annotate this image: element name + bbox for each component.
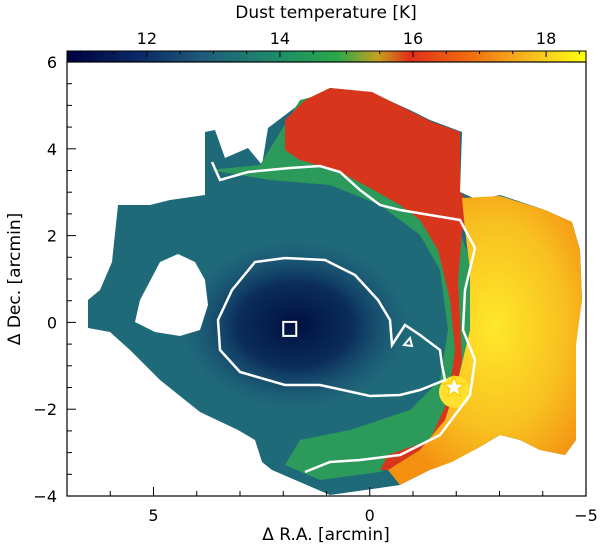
x-tick-label: −5 [574, 506, 598, 525]
contour-outer [210, 161, 477, 474]
y-tick-label: −4 [33, 487, 57, 506]
square-marker [282, 320, 298, 337]
y-tick-label: 2 [47, 227, 57, 246]
colorbar-tick-label: 18 [536, 29, 556, 48]
heatmap-warm-region [388, 196, 582, 485]
y-tick-labels: 6 4 2 0 −2 −4 [33, 53, 57, 506]
y-tick-label: 6 [47, 53, 57, 72]
y-tick-label: 4 [47, 140, 57, 159]
x-tick-labels: 5 0 −5 [148, 506, 597, 525]
markers [282, 320, 467, 399]
heatmap-red-region [285, 88, 470, 470]
star-marker [441, 374, 467, 399]
colorbar-bar [66, 50, 587, 63]
x-tick-label: 5 [148, 506, 158, 525]
colorbar-tick-label: 14 [270, 29, 290, 48]
y-tick-label: −2 [33, 400, 57, 419]
colorbar-ticks [79, 51, 580, 57]
x-tick-label: 0 [365, 506, 375, 525]
heatmap-hole [135, 254, 208, 336]
y-tick-label: 0 [47, 313, 57, 332]
colorbar: Dust temperature [K] 12 14 16 18 [66, 3, 587, 63]
colorbar-tick-label: 12 [137, 29, 157, 48]
x-axis-label: Δ R.A. [arcmin] [262, 525, 389, 545]
contour-small [402, 335, 414, 348]
axis-ticks [66, 61, 587, 497]
heatmap [88, 88, 582, 495]
colorbar-tick-labels: 12 14 16 18 [137, 29, 557, 48]
contours [210, 161, 477, 474]
contour-inner [216, 256, 447, 398]
colorbar-tick-label: 16 [403, 29, 423, 48]
y-axis-label: Δ Dec. [arcmin] [5, 213, 25, 345]
colorbar-label: Dust temperature [K] [235, 3, 416, 23]
